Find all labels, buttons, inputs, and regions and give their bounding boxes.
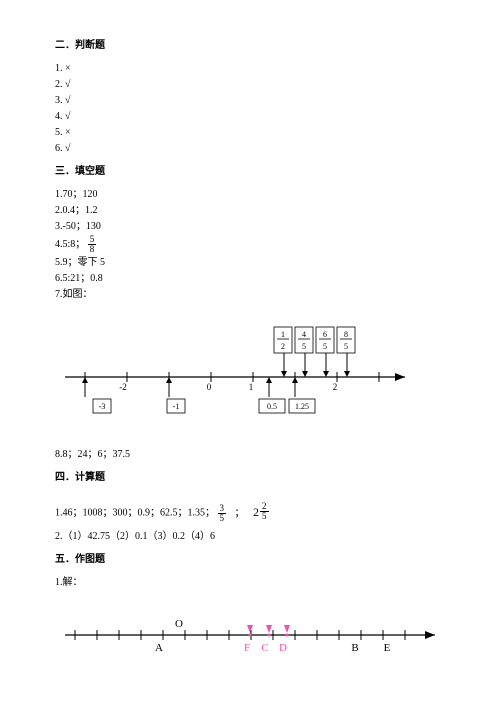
- svg-text:B: B: [351, 642, 358, 654]
- judge-item: 6. √: [55, 141, 455, 156]
- svg-text:4: 4: [302, 330, 306, 339]
- svg-text:-1: -1: [173, 402, 180, 411]
- svg-text:2: 2: [333, 382, 338, 392]
- svg-text:0: 0: [207, 382, 212, 392]
- calc-item-1: 1.46；1008；300；0.9；62.5；1.35； 3 5 ； 2 2 5: [55, 502, 455, 523]
- fill-item: 3.-50；130: [55, 219, 455, 234]
- fraction: 5 8: [88, 235, 97, 254]
- svg-text:C: C: [261, 642, 268, 654]
- mixed-number: 2 2 5: [253, 502, 269, 521]
- fill-item: 4.5:8； 5 8: [55, 235, 455, 254]
- fraction: 2 5: [260, 502, 269, 521]
- svg-text:6: 6: [323, 330, 327, 339]
- svg-text:8: 8: [344, 330, 348, 339]
- svg-text:0.5: 0.5: [267, 402, 277, 411]
- denominator: 8: [88, 245, 97, 254]
- judge-answers: 1. × 2. √ 3. √ 4. √ 5. × 6. √: [55, 61, 455, 156]
- svg-text:O: O: [175, 618, 183, 630]
- svg-text:1.25: 1.25: [295, 402, 309, 411]
- section-5-title: 五．作图题: [55, 552, 455, 567]
- judge-item: 1. ×: [55, 61, 455, 76]
- svg-text:1: 1: [281, 330, 285, 339]
- fill-item: 1.70；120: [55, 187, 455, 202]
- whole-part: 2: [253, 503, 259, 521]
- fill-item: 7.如图：: [55, 287, 455, 302]
- fraction: 3 5: [218, 504, 227, 523]
- svg-text:2: 2: [281, 342, 285, 351]
- svg-text:A: A: [155, 642, 163, 654]
- svg-text:5: 5: [323, 342, 327, 351]
- separator: ；: [235, 508, 245, 519]
- svg-text:E: E: [384, 642, 391, 654]
- section-2-title: 二．判断题: [55, 38, 455, 53]
- svg-text:-3: -3: [99, 402, 106, 411]
- denominator: 5: [260, 512, 269, 521]
- svg-text:F: F: [244, 642, 250, 654]
- judge-item: 4. √: [55, 109, 455, 124]
- svg-text:5: 5: [344, 342, 348, 351]
- svg-text:-2: -2: [119, 382, 127, 392]
- section-3-title: 三．填空题: [55, 164, 455, 179]
- section-4-title: 四．计算题: [55, 470, 455, 485]
- judge-item: 2. √: [55, 77, 455, 92]
- calc-item-2: 2.（1）42.75（2）0.1（3）0.2（4）6: [55, 529, 455, 544]
- fill-item-8: 8.8；24；6；37.5: [55, 447, 455, 462]
- judge-item: 5. ×: [55, 125, 455, 140]
- svg-text:1: 1: [249, 382, 254, 392]
- calc-prefix: 1.46；1008；300；0.9；62.5；1.35；: [55, 508, 215, 519]
- svg-text:5: 5: [302, 342, 306, 351]
- draw-item: 1.解：: [55, 575, 455, 590]
- fill-item: 2.0.4；1.2: [55, 203, 455, 218]
- denominator: 5: [218, 514, 227, 523]
- number-line-diagram-2: OA FCD B E: [55, 605, 455, 665]
- fill-answers: 1.70；120 2.0.4；1.2 3.-50；130 4.5:8； 5 8 …: [55, 187, 455, 302]
- svg-text:D: D: [279, 642, 287, 654]
- fill-item: 5.9；零下 5: [55, 255, 455, 270]
- judge-item: 3. √: [55, 93, 455, 108]
- fill-item-prefix: 4.5:8；: [55, 239, 85, 250]
- fill-item: 6.5:21；0.8: [55, 271, 455, 286]
- number-line-diagram-1: -2 0 1 2 1 2 4 5 6 5 8 5 -3 -1 0.5 1.25: [55, 317, 435, 432]
